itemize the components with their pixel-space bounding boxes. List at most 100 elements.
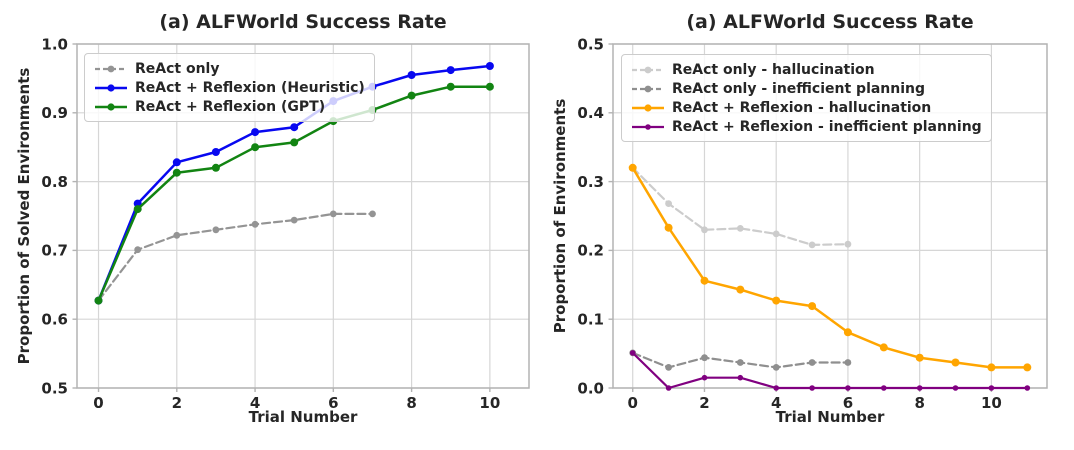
y-tick-label: 0.4 bbox=[577, 104, 604, 122]
data-point-marker bbox=[701, 354, 708, 362]
data-point-marker bbox=[701, 374, 708, 381]
chart-title: (a) ALFWorld Success Rate bbox=[159, 11, 447, 33]
data-point-marker bbox=[844, 240, 852, 248]
y-tick-label: 0.0 bbox=[577, 379, 604, 397]
data-point-marker bbox=[665, 385, 672, 391]
data-point-marker bbox=[407, 91, 416, 100]
data-point-marker bbox=[133, 205, 142, 214]
legend-line-swatch bbox=[95, 102, 127, 111]
data-point-marker bbox=[1024, 385, 1031, 391]
tick-labels: 0 2 4 6 8 10 0.5 0.6 0.7 0.8 0.9 1.0 bbox=[41, 35, 500, 412]
data-point-marker bbox=[290, 138, 299, 147]
data-point-marker bbox=[808, 302, 817, 311]
data-point-marker bbox=[916, 385, 923, 391]
data-point-marker bbox=[843, 328, 852, 337]
data-point-marker bbox=[446, 82, 455, 91]
legend-label: ReAct + Reflexion (Heuristic) bbox=[135, 79, 365, 96]
y-tick-label: 0.9 bbox=[41, 104, 68, 122]
x-tick-label: 0 bbox=[93, 394, 103, 412]
series-react-reflexion-inefficient-planning bbox=[629, 350, 1031, 391]
legend-label: ReAct only bbox=[135, 60, 220, 77]
data-point-marker bbox=[369, 210, 376, 218]
legend-line-swatch bbox=[95, 83, 127, 92]
tick-marks bbox=[72, 43, 491, 392]
legend-label: ReAct + Reflexion - hallucination bbox=[672, 99, 932, 116]
chart-title: (a) ALFWorld Success Rate bbox=[686, 11, 974, 33]
data-point-marker bbox=[251, 143, 260, 152]
data-point-marker bbox=[737, 374, 744, 381]
y-tick-label: 0.5 bbox=[577, 35, 604, 53]
data-point-marker bbox=[172, 158, 181, 167]
x-tick-label: 10 bbox=[479, 394, 500, 412]
series-line bbox=[631, 166, 849, 246]
y-tick-label: 0.3 bbox=[577, 173, 604, 191]
legend-label: ReAct + Reflexion (GPT) bbox=[135, 98, 326, 115]
x-tick-label: 8 bbox=[914, 394, 924, 412]
x-tick-label: 6 bbox=[328, 394, 338, 412]
data-point-marker bbox=[808, 241, 816, 249]
data-point-marker bbox=[485, 62, 494, 70]
data-point-marker bbox=[251, 220, 259, 228]
x-tick-label: 4 bbox=[771, 394, 781, 412]
y-tick-label: 0.5 bbox=[41, 379, 68, 397]
legend: ReAct only - hallucination ReAct only - i… bbox=[621, 54, 992, 142]
data-point-marker bbox=[773, 385, 779, 391]
legend-item-react-only-inefficient-planning: ReAct only - inefficient planning bbox=[631, 80, 982, 97]
data-point-marker bbox=[628, 163, 637, 172]
legend-line-swatch bbox=[632, 66, 664, 73]
y-tick-label: 0.2 bbox=[577, 242, 604, 260]
data-point-marker bbox=[173, 231, 181, 239]
data-point-marker bbox=[915, 353, 924, 362]
x-tick-label: 2 bbox=[699, 394, 709, 412]
plot-border bbox=[76, 43, 530, 389]
legend: ReAct only ReAct + Reflexion (Heuristic) R… bbox=[84, 53, 375, 122]
x-tick-label: 0 bbox=[628, 394, 638, 412]
legend-item-react-reflexion-gpt: ReAct + Reflexion (GPT) bbox=[94, 98, 365, 115]
legend-item-react-reflexion-inefficient-planning: ReAct + Reflexion - inefficient planning bbox=[631, 118, 982, 135]
x-axis-label: Trial Number bbox=[248, 408, 358, 426]
data-point-marker bbox=[664, 223, 673, 232]
tick-labels: 0 2 4 6 8 10 0.0 0.1 0.2 0.3 0.4 0.5 bbox=[577, 35, 1001, 412]
success-rate-chart-left: 0 2 4 6 8 10 0.5 0.6 0.7 0.8 0.9 1.0 (a) ALFWorld S… bbox=[15, 11, 530, 426]
series-line bbox=[97, 212, 374, 302]
data-point-marker bbox=[665, 364, 672, 371]
y-tick-label: 0.7 bbox=[41, 242, 68, 260]
data-point-marker bbox=[134, 246, 142, 254]
data-point-marker bbox=[290, 216, 298, 224]
legend-label: ReAct only - inefficient planning bbox=[672, 80, 926, 97]
data-point-marker bbox=[1023, 363, 1032, 372]
data-point-marker bbox=[329, 210, 337, 218]
series-react-only-inefficient-planning bbox=[629, 349, 852, 371]
legend-line-swatch bbox=[632, 123, 664, 130]
data-point-marker bbox=[629, 350, 636, 356]
plot-area-right: 0 2 4 6 8 10 0.0 0.1 0.2 0.3 0.4 0.5 bbox=[577, 35, 1048, 412]
data-point-marker bbox=[251, 128, 260, 137]
series-react-reflexion-hallucination bbox=[628, 163, 1032, 372]
data-point-marker bbox=[809, 385, 815, 391]
legend-item-react-only: ReAct only bbox=[94, 60, 365, 77]
series-react-only-hallucination bbox=[629, 164, 852, 249]
y-tick-label: 0.8 bbox=[41, 173, 68, 191]
data-point-marker bbox=[700, 276, 709, 285]
data-point-marker bbox=[290, 123, 299, 132]
data-point-marker bbox=[952, 385, 959, 391]
data-point-marker bbox=[701, 226, 708, 234]
data-point-marker bbox=[211, 148, 220, 156]
data-point-marker bbox=[211, 163, 220, 172]
y-tick-label: 1.0 bbox=[41, 35, 68, 53]
data-point-marker bbox=[772, 296, 781, 305]
data-point-marker bbox=[94, 296, 103, 305]
legend-line-swatch bbox=[632, 85, 664, 92]
data-point-marker bbox=[446, 66, 455, 75]
x-tick-label: 8 bbox=[406, 394, 416, 412]
data-point-marker bbox=[736, 225, 744, 232]
data-point-marker bbox=[845, 385, 851, 391]
y-axis-label: Proportion of Solved Environments bbox=[15, 67, 33, 365]
series-line bbox=[631, 166, 1029, 369]
x-axis-label: Trial Number bbox=[775, 408, 885, 426]
data-point-marker bbox=[407, 71, 416, 79]
data-point-marker bbox=[988, 385, 995, 391]
data-point-marker bbox=[212, 226, 220, 234]
data-point-marker bbox=[844, 359, 852, 366]
